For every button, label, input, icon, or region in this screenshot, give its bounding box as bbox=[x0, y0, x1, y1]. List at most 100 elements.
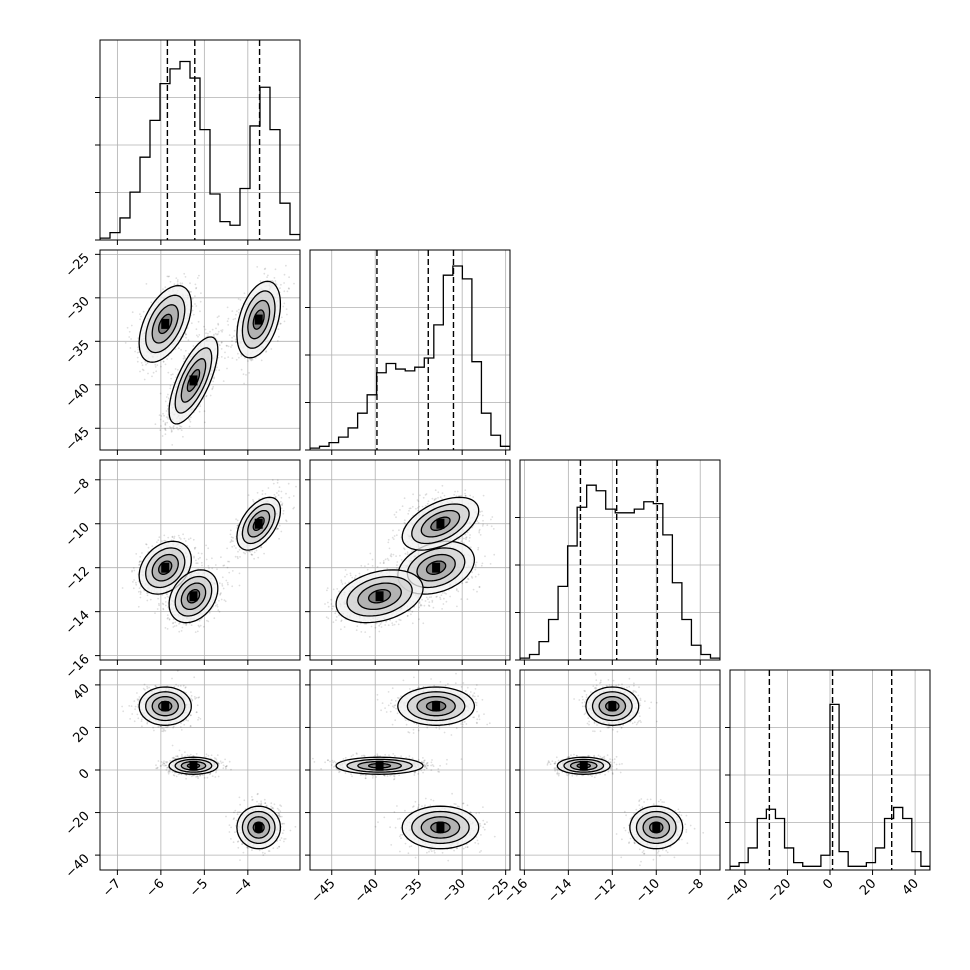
sample-point bbox=[164, 428, 167, 431]
sample-point bbox=[238, 548, 241, 551]
sample-point bbox=[193, 556, 195, 559]
sample-point bbox=[285, 308, 288, 310]
sample-point bbox=[247, 494, 250, 496]
panel-content bbox=[310, 250, 510, 450]
sample-point bbox=[140, 560, 143, 563]
sample-point bbox=[219, 594, 222, 596]
sample-point bbox=[218, 582, 221, 585]
sample-point bbox=[239, 299, 242, 301]
sample-point bbox=[172, 426, 175, 429]
sample-point bbox=[136, 360, 139, 363]
sample-point bbox=[231, 340, 233, 342]
sample-point bbox=[233, 335, 235, 338]
sample-point bbox=[231, 585, 234, 588]
sample-point bbox=[156, 364, 159, 366]
sample-point bbox=[199, 624, 202, 627]
sample-point bbox=[200, 561, 203, 564]
sample-point bbox=[218, 599, 220, 602]
sample-point bbox=[214, 564, 217, 566]
sample-point bbox=[178, 536, 181, 539]
sample-point bbox=[277, 494, 280, 496]
sample-point bbox=[456, 605, 458, 608]
sample-point bbox=[231, 570, 234, 572]
sample-point bbox=[270, 348, 273, 350]
sample-point bbox=[265, 351, 267, 353]
sample-point bbox=[170, 431, 173, 433]
sample-point bbox=[130, 324, 133, 327]
sample-point bbox=[236, 519, 239, 522]
sample-point bbox=[274, 268, 277, 271]
sample-point bbox=[121, 587, 124, 589]
sample-point bbox=[225, 579, 228, 582]
sample-point bbox=[195, 287, 197, 290]
sample-point bbox=[231, 344, 233, 347]
sample-point bbox=[164, 597, 167, 599]
sample-point bbox=[227, 583, 229, 586]
sample-point bbox=[237, 550, 239, 553]
sample-point bbox=[173, 537, 176, 539]
sample-point bbox=[196, 277, 199, 279]
sample-point bbox=[226, 581, 229, 584]
sample-point bbox=[172, 622, 175, 624]
sample-point bbox=[164, 627, 167, 629]
sample-point bbox=[166, 614, 169, 616]
sample-point bbox=[250, 358, 253, 361]
sample-point bbox=[283, 302, 286, 305]
sample-point bbox=[137, 605, 140, 608]
sample-point bbox=[212, 385, 215, 388]
sample-point bbox=[273, 277, 276, 279]
sample-point bbox=[211, 567, 214, 570]
sample-point bbox=[203, 410, 206, 413]
sample-point bbox=[235, 547, 237, 549]
sample-point bbox=[192, 345, 195, 347]
sample-point bbox=[155, 370, 158, 373]
sample-point bbox=[477, 546, 480, 549]
sample-point bbox=[183, 356, 186, 358]
sample-point bbox=[180, 425, 183, 428]
sample-point bbox=[274, 282, 277, 285]
sample-point bbox=[205, 558, 208, 561]
sample-point bbox=[146, 362, 149, 365]
sample-point bbox=[216, 366, 218, 369]
sample-point bbox=[137, 590, 140, 593]
sample-point bbox=[435, 497, 437, 500]
sample-point bbox=[170, 358, 173, 360]
sample-point bbox=[140, 362, 143, 364]
sample-point bbox=[207, 332, 209, 335]
sample-point bbox=[282, 305, 285, 308]
sample-point bbox=[133, 579, 136, 581]
sample-point bbox=[193, 548, 196, 550]
sample-point bbox=[216, 333, 218, 336]
sample-point bbox=[283, 282, 285, 284]
sample-point bbox=[228, 334, 231, 336]
sample-point bbox=[280, 316, 283, 319]
sample-point bbox=[145, 283, 148, 285]
sample-point bbox=[173, 535, 176, 538]
sample-point bbox=[285, 492, 287, 495]
sample-point bbox=[221, 583, 224, 585]
sample-point bbox=[166, 404, 169, 407]
sample-point bbox=[154, 612, 156, 614]
sample-point bbox=[170, 373, 173, 376]
sample-point bbox=[198, 619, 201, 622]
sample-point bbox=[253, 551, 256, 554]
sample-point bbox=[267, 274, 269, 277]
sample-point bbox=[145, 363, 147, 366]
sample-point bbox=[277, 490, 280, 492]
sample-point bbox=[147, 372, 149, 375]
sample-point bbox=[267, 487, 270, 489]
sample-point bbox=[167, 617, 169, 619]
sample-point bbox=[214, 604, 217, 607]
sample-point bbox=[141, 364, 144, 367]
sample-point bbox=[180, 429, 183, 432]
sample-point bbox=[229, 533, 232, 536]
sample-point bbox=[195, 334, 198, 337]
sample-point bbox=[139, 590, 142, 593]
sample-point bbox=[164, 423, 167, 426]
sample-point bbox=[189, 537, 192, 540]
sample-point bbox=[162, 603, 165, 606]
sample-point bbox=[137, 348, 140, 351]
sample-point bbox=[231, 357, 234, 359]
sample-point bbox=[162, 608, 165, 611]
y-tick-label: −12 bbox=[63, 564, 93, 594]
